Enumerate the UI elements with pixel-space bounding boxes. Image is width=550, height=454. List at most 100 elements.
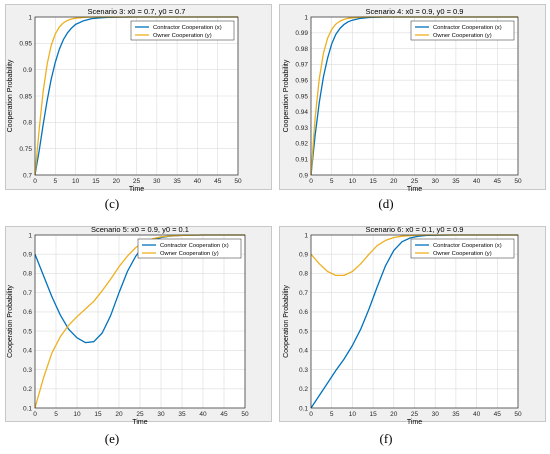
x-axis-label: Time xyxy=(407,419,422,426)
y-tick-label: 0.95 xyxy=(19,41,32,48)
x-axis-label: Time xyxy=(407,186,422,193)
y-tick-label: 0.6 xyxy=(23,309,32,316)
y-axis-label: Cooperation Probability xyxy=(283,285,290,358)
axes-box xyxy=(310,234,519,409)
y-tick-label: 0.7 xyxy=(23,290,32,297)
chart-title: Scenario 3: x0 = 0.7, y0 = 0.7 xyxy=(88,7,186,16)
y-tick-label: 0.3 xyxy=(299,367,308,374)
x-tick-label: 0 xyxy=(309,411,313,418)
y-tick-label: 0.96 xyxy=(295,78,308,85)
legend-box xyxy=(410,20,515,41)
x-tick-label: 40 xyxy=(473,178,481,185)
y-tick-label: 0.8 xyxy=(23,271,32,278)
y-tick-label: 0.98 xyxy=(295,46,308,53)
y-tick-label: 0.97 xyxy=(295,62,308,69)
y-tick-label: 0.2 xyxy=(23,386,32,393)
y-tick-label: 0.91 xyxy=(295,157,308,164)
x-tick-label: 30 xyxy=(157,411,165,418)
y-tick-label: 0.93 xyxy=(295,125,308,132)
legend-label: Contractor Cooperation (x) xyxy=(433,25,502,31)
y-tick-label: 0.75 xyxy=(19,146,32,153)
y-tick-label: 0.4 xyxy=(23,348,32,355)
y-tick-label: 0.4 xyxy=(299,348,308,355)
x-tick-label: 10 xyxy=(73,411,81,418)
x-tick-label: 20 xyxy=(113,178,121,185)
y-axis-label: Cooperation Probability xyxy=(7,59,14,132)
x-tick-label: 20 xyxy=(115,411,123,418)
series-line xyxy=(34,234,245,409)
y-tick-label: 0.6 xyxy=(299,309,308,316)
x-tick-label: 45 xyxy=(214,178,222,185)
legend-label: Contractor Cooperation (x) xyxy=(160,243,229,249)
x-tick-label: 0 xyxy=(33,411,37,418)
x-tick-label: 45 xyxy=(494,411,502,418)
x-tick-label: 40 xyxy=(199,411,207,418)
y-tick-label: 1 xyxy=(304,14,308,21)
x-tick-label: 10 xyxy=(72,178,80,185)
x-tick-label: 30 xyxy=(432,178,440,185)
x-tick-label: 35 xyxy=(452,178,460,185)
panel-caption: (e) xyxy=(104,431,120,446)
y-tick-label: 1 xyxy=(28,232,32,239)
legend-label: Owner Cooperation (y) xyxy=(433,33,492,39)
x-tick-label: 45 xyxy=(494,178,502,185)
x-tick-label: 40 xyxy=(473,411,481,418)
y-tick-label: 1 xyxy=(28,14,32,21)
y-tick-label: 0.5 xyxy=(23,328,32,335)
x-tick-label: 35 xyxy=(178,411,186,418)
y-axis-label: Cooperation Probability xyxy=(283,59,290,132)
chart-title: Scenario 5: x0 = 0.9, y0 = 0.1 xyxy=(91,225,189,234)
panel-caption: (c) xyxy=(104,196,120,211)
y-tick-label: 0.95 xyxy=(295,93,308,100)
y-tick-label: 0.9 xyxy=(23,252,32,259)
y-tick-label: 0.2 xyxy=(299,386,308,393)
x-tick-label: 50 xyxy=(514,411,522,418)
y-tick-label: 1 xyxy=(304,232,308,239)
x-tick-label: 20 xyxy=(390,411,398,418)
x-tick-label: 25 xyxy=(411,178,419,185)
x-tick-label: 15 xyxy=(94,411,102,418)
legend-label: Owner Cooperation (y) xyxy=(160,251,219,257)
legend-box xyxy=(130,20,235,41)
x-tick-label: 20 xyxy=(390,178,398,185)
x-tick-label: 35 xyxy=(452,411,460,418)
y-tick-label: 0.5 xyxy=(299,328,308,335)
x-tick-label: 30 xyxy=(153,178,161,185)
x-tick-label: 45 xyxy=(220,411,228,418)
y-tick-label: 0.92 xyxy=(295,141,308,148)
x-axis-label: Time xyxy=(132,419,147,426)
y-axis-label: Cooperation Probability xyxy=(7,285,14,358)
x-tick-label: 50 xyxy=(514,178,522,185)
x-tick-label: 25 xyxy=(136,411,144,418)
legend-box xyxy=(410,238,515,259)
x-axis-label: Time xyxy=(129,186,144,193)
x-tick-label: 35 xyxy=(173,178,181,185)
legend-label: Owner Cooperation (y) xyxy=(433,251,492,257)
x-tick-label: 50 xyxy=(234,178,242,185)
axes-box xyxy=(310,16,519,176)
legend-box xyxy=(137,238,242,259)
y-tick-label: 0.94 xyxy=(295,109,308,116)
x-tick-label: 15 xyxy=(369,411,377,418)
y-tick-label: 0.99 xyxy=(295,30,308,37)
y-tick-label: 0.9 xyxy=(299,252,308,259)
y-tick-label: 0.9 xyxy=(299,172,308,179)
x-tick-label: 15 xyxy=(369,178,377,185)
legend-label: Owner Cooperation (y) xyxy=(153,33,212,39)
axes-box xyxy=(34,16,239,176)
x-tick-label: 5 xyxy=(330,178,334,185)
y-tick-label: 0.9 xyxy=(23,67,32,74)
x-tick-label: 40 xyxy=(194,178,202,185)
legend-label: Contractor Cooperation (x) xyxy=(433,243,502,249)
panel-caption: (f) xyxy=(379,431,393,446)
y-tick-label: 0.8 xyxy=(23,120,32,127)
x-tick-label: 0 xyxy=(33,178,37,185)
x-tick-label: 30 xyxy=(432,411,440,418)
axes-box xyxy=(34,234,246,409)
x-tick-label: 5 xyxy=(53,178,57,185)
